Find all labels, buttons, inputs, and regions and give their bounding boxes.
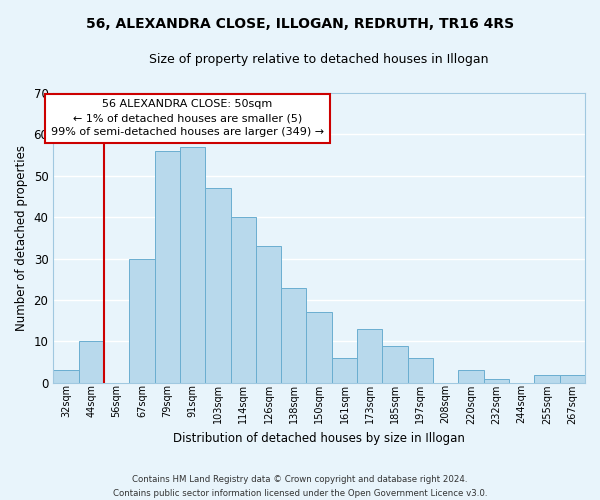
Bar — [53, 370, 79, 383]
Title: Size of property relative to detached houses in Illogan: Size of property relative to detached ho… — [149, 52, 489, 66]
Bar — [281, 288, 307, 383]
Bar — [205, 188, 230, 383]
Bar — [408, 358, 433, 383]
Bar — [180, 147, 205, 383]
Bar — [382, 346, 408, 383]
Text: Contains HM Land Registry data © Crown copyright and database right 2024.
Contai: Contains HM Land Registry data © Crown c… — [113, 476, 487, 498]
Bar — [230, 217, 256, 383]
Bar — [560, 374, 585, 383]
Bar — [332, 358, 357, 383]
Bar — [129, 258, 155, 383]
Bar — [535, 374, 560, 383]
Bar — [357, 329, 382, 383]
Text: 56, ALEXANDRA CLOSE, ILLOGAN, REDRUTH, TR16 4RS: 56, ALEXANDRA CLOSE, ILLOGAN, REDRUTH, T… — [86, 18, 514, 32]
Bar — [256, 246, 281, 383]
Bar — [458, 370, 484, 383]
Y-axis label: Number of detached properties: Number of detached properties — [15, 145, 28, 331]
Bar — [79, 342, 104, 383]
Bar — [155, 151, 180, 383]
X-axis label: Distribution of detached houses by size in Illogan: Distribution of detached houses by size … — [173, 432, 465, 445]
Text: 56 ALEXANDRA CLOSE: 50sqm
← 1% of detached houses are smaller (5)
99% of semi-de: 56 ALEXANDRA CLOSE: 50sqm ← 1% of detach… — [51, 100, 324, 138]
Bar — [484, 378, 509, 383]
Bar — [307, 312, 332, 383]
